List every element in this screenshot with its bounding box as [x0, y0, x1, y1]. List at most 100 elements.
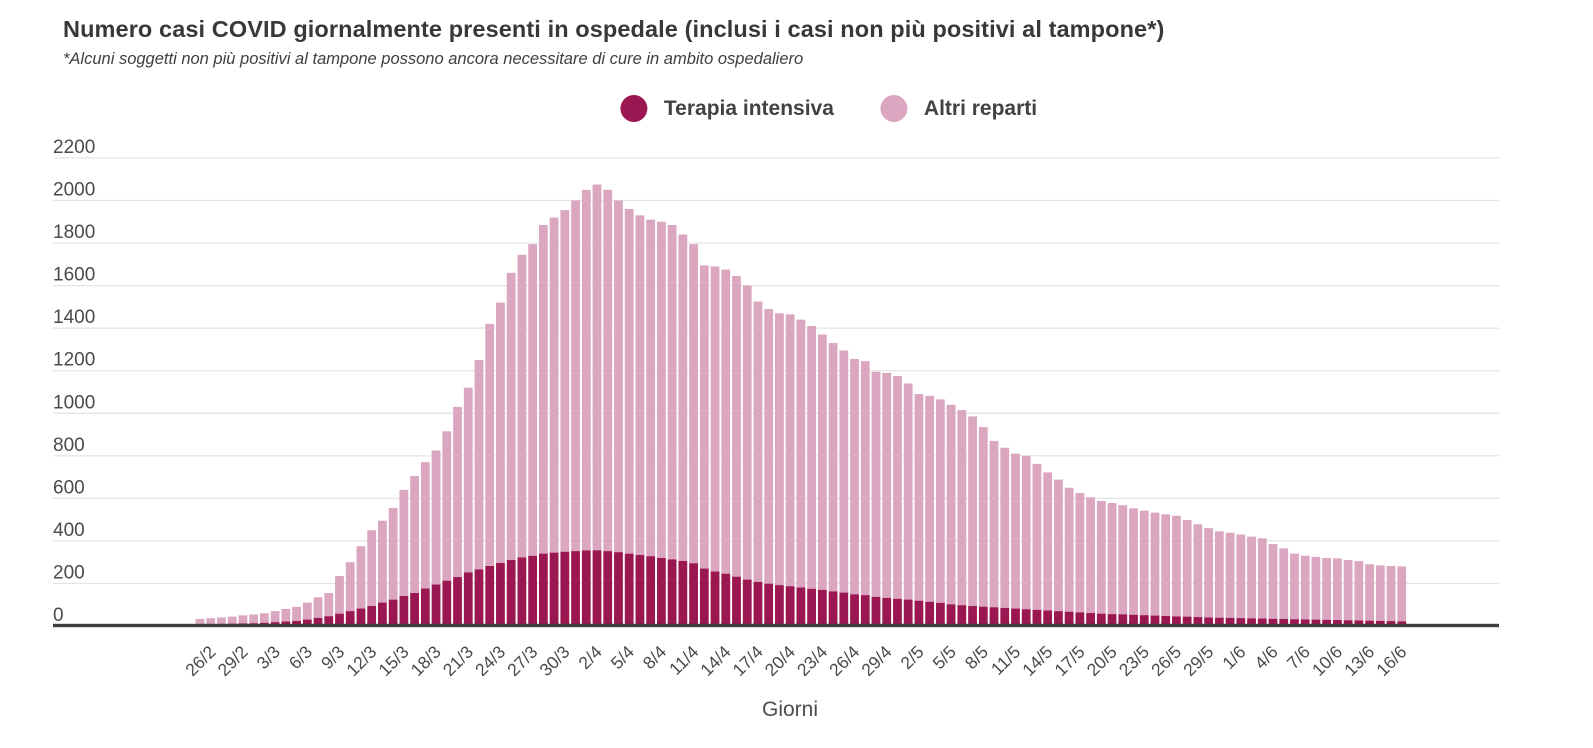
bar-altri-reparti[interactable]: [1225, 532, 1235, 618]
bar-altri-reparti[interactable]: [270, 611, 280, 623]
bar-terapia-intensiva[interactable]: [1386, 621, 1396, 626]
bar-terapia-intensiva[interactable]: [721, 573, 731, 626]
bar-terapia-intensiva[interactable]: [485, 566, 495, 626]
bar-altri-reparti[interactable]: [1011, 453, 1020, 609]
bar-altri-reparti[interactable]: [1300, 555, 1310, 620]
bar-terapia-intensiva[interactable]: [914, 600, 924, 626]
bar-altri-reparti[interactable]: [560, 210, 570, 552]
bar-altri-reparti[interactable]: [1311, 556, 1321, 620]
bar-altri-reparti[interactable]: [1257, 538, 1267, 619]
bar-altri-reparti[interactable]: [506, 272, 516, 561]
bar-terapia-intensiva[interactable]: [1086, 613, 1095, 626]
legend-item-altri-reparti[interactable]: Altri reparti: [879, 95, 1037, 122]
bar-altri-reparti[interactable]: [678, 234, 688, 561]
bar-altri-reparti[interactable]: [1064, 487, 1074, 612]
bar-altri-reparti[interactable]: [860, 361, 870, 596]
bar-altri-reparti[interactable]: [249, 614, 259, 624]
bar-terapia-intensiva[interactable]: [1214, 617, 1224, 626]
bar-altri-reparti[interactable]: [367, 530, 377, 607]
bar-altri-reparti[interactable]: [796, 319, 806, 588]
bar-terapia-intensiva[interactable]: [1343, 620, 1353, 626]
bar-terapia-intensiva[interactable]: [678, 560, 688, 626]
bar-terapia-intensiva[interactable]: [420, 588, 430, 626]
bar-terapia-intensiva[interactable]: [367, 606, 377, 626]
bar-terapia-intensiva[interactable]: [817, 589, 827, 626]
bar-terapia-intensiva[interactable]: [1021, 609, 1031, 626]
bar-terapia-intensiva[interactable]: [581, 550, 591, 626]
bar-altri-reparti[interactable]: [1021, 455, 1031, 610]
bar-altri-reparti[interactable]: [989, 440, 999, 608]
bar-terapia-intensiva[interactable]: [335, 613, 344, 626]
bar-terapia-intensiva[interactable]: [957, 605, 967, 626]
bar-terapia-intensiva[interactable]: [431, 584, 441, 626]
bar-altri-reparti[interactable]: [474, 360, 484, 570]
bar-terapia-intensiva[interactable]: [549, 552, 559, 626]
bar-altri-reparti[interactable]: [646, 219, 656, 557]
bar-terapia-intensiva[interactable]: [903, 599, 913, 626]
bar-altri-reparti[interactable]: [828, 343, 838, 592]
bar-altri-reparti[interactable]: [549, 217, 559, 553]
bar-altri-reparti[interactable]: [335, 576, 344, 614]
bar-terapia-intensiva[interactable]: [1268, 618, 1278, 626]
bar-terapia-intensiva[interactable]: [893, 598, 902, 626]
bar-terapia-intensiva[interactable]: [1290, 619, 1299, 626]
bar-altri-reparti[interactable]: [807, 326, 817, 589]
bar-altri-reparti[interactable]: [1204, 528, 1214, 618]
bar-terapia-intensiva[interactable]: [807, 588, 817, 626]
bar-altri-reparti[interactable]: [592, 184, 602, 551]
bar-altri-reparti[interactable]: [764, 309, 774, 584]
bar-altri-reparti[interactable]: [1150, 512, 1160, 616]
bar-altri-reparti[interactable]: [1161, 514, 1171, 617]
bar-altri-reparti[interactable]: [420, 462, 430, 589]
bar-terapia-intensiva[interactable]: [281, 621, 291, 626]
bar-altri-reparti[interactable]: [195, 618, 205, 625]
bar-altri-reparti[interactable]: [453, 406, 462, 578]
bar-terapia-intensiva[interactable]: [1096, 613, 1106, 626]
bar-terapia-intensiva[interactable]: [689, 563, 698, 626]
bar-terapia-intensiva[interactable]: [785, 586, 795, 626]
bar-terapia-intensiva[interactable]: [839, 592, 849, 626]
bar-altri-reparti[interactable]: [656, 221, 666, 558]
bar-altri-reparti[interactable]: [732, 276, 741, 577]
bar-terapia-intensiva[interactable]: [603, 551, 613, 626]
bar-terapia-intensiva[interactable]: [1322, 619, 1332, 626]
bar-terapia-intensiva[interactable]: [1064, 611, 1074, 626]
bar-terapia-intensiva[interactable]: [635, 554, 645, 626]
bar-altri-reparti[interactable]: [1182, 520, 1192, 617]
bar-terapia-intensiva[interactable]: [1365, 620, 1374, 626]
bar-altri-reparti[interactable]: [1375, 565, 1385, 621]
bar-terapia-intensiva[interactable]: [946, 604, 956, 626]
bar-terapia-intensiva[interactable]: [496, 563, 505, 626]
bar-altri-reparti[interactable]: [753, 301, 763, 582]
bar-altri-reparti[interactable]: [1397, 566, 1407, 622]
bar-altri-reparti[interactable]: [238, 615, 248, 624]
bar-terapia-intensiva[interactable]: [1311, 619, 1321, 626]
bar-terapia-intensiva[interactable]: [506, 560, 516, 626]
bar-altri-reparti[interactable]: [882, 372, 892, 598]
bar-terapia-intensiva[interactable]: [968, 606, 977, 626]
bar-terapia-intensiva[interactable]: [978, 606, 988, 626]
bar-terapia-intensiva[interactable]: [646, 556, 656, 626]
bar-terapia-intensiva[interactable]: [1193, 617, 1203, 626]
bar-terapia-intensiva[interactable]: [538, 553, 548, 626]
bar-terapia-intensiva[interactable]: [1236, 618, 1246, 626]
bar-terapia-intensiva[interactable]: [313, 617, 323, 626]
bar-altri-reparti[interactable]: [742, 285, 752, 580]
bar-altri-reparti[interactable]: [721, 269, 731, 574]
bar-altri-reparti[interactable]: [388, 507, 398, 600]
bar-altri-reparti[interactable]: [635, 215, 645, 555]
bar-terapia-intensiva[interactable]: [1054, 611, 1063, 626]
bar-altri-reparti[interactable]: [1032, 463, 1042, 610]
bar-terapia-intensiva[interactable]: [378, 602, 387, 626]
bar-altri-reparti[interactable]: [1086, 497, 1095, 614]
bar-altri-reparti[interactable]: [206, 618, 216, 625]
bar-terapia-intensiva[interactable]: [614, 552, 623, 626]
bar-terapia-intensiva[interactable]: [592, 550, 602, 626]
bar-terapia-intensiva[interactable]: [1032, 609, 1042, 626]
bar-altri-reparti[interactable]: [1043, 472, 1053, 611]
bar-terapia-intensiva[interactable]: [453, 577, 462, 626]
bar-altri-reparti[interactable]: [1247, 536, 1256, 619]
bar-terapia-intensiva[interactable]: [302, 619, 312, 626]
bar-terapia-intensiva[interactable]: [1225, 617, 1235, 626]
bar-terapia-intensiva[interactable]: [474, 569, 484, 626]
